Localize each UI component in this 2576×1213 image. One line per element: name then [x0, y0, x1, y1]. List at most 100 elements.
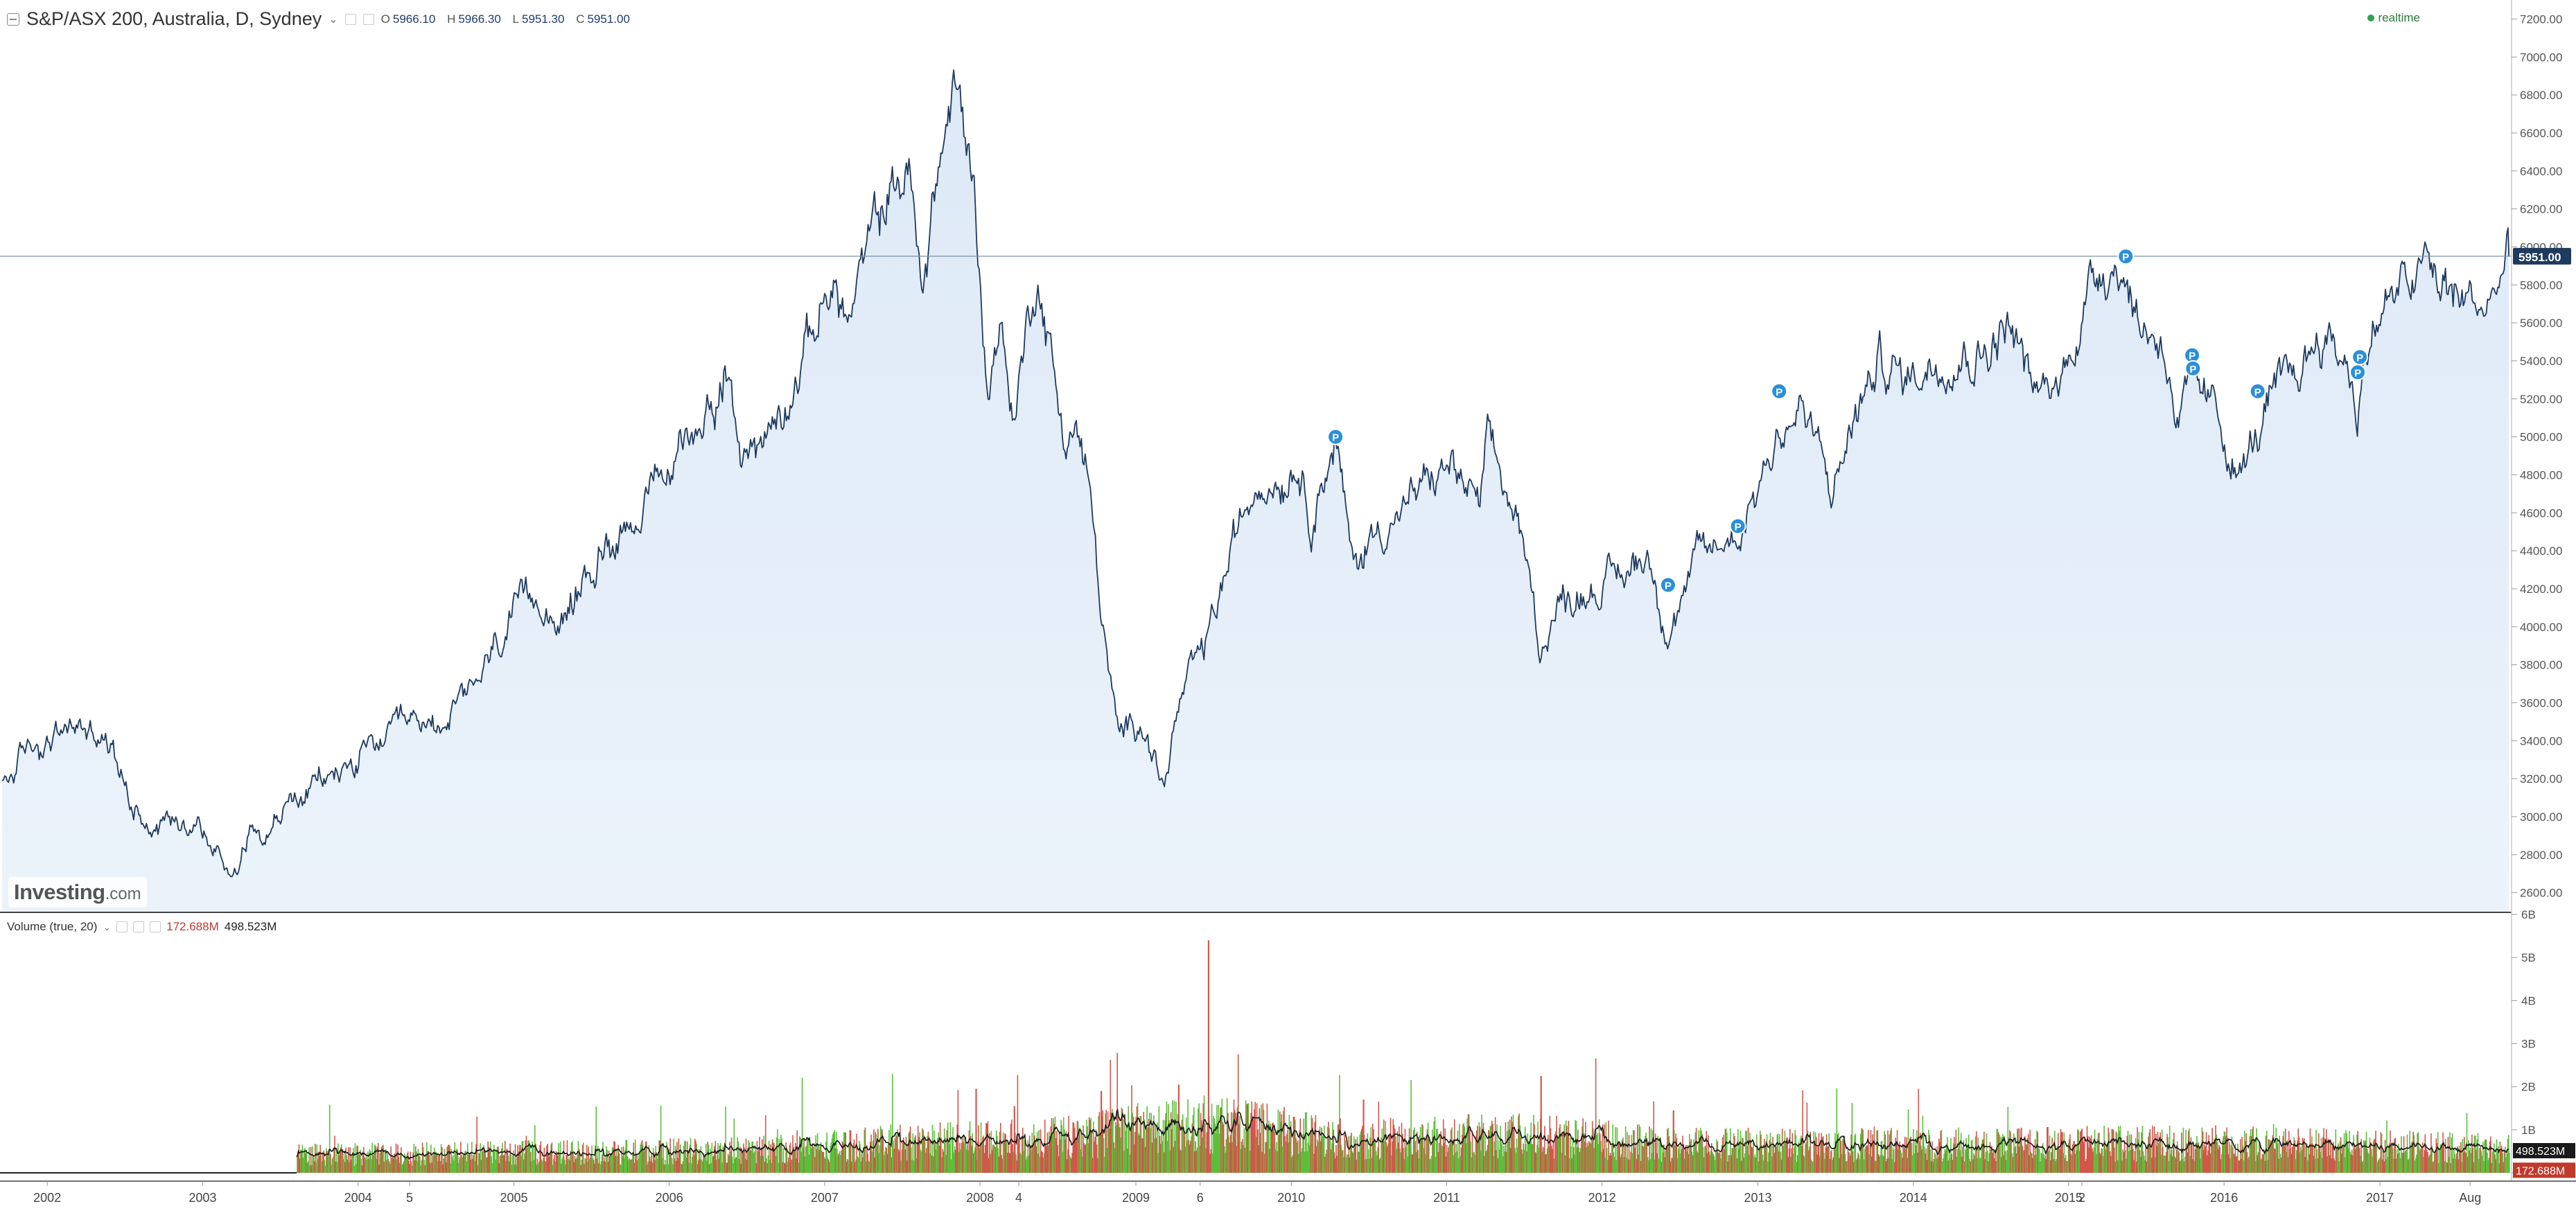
- volume-bar: [1110, 1059, 1112, 1173]
- volume-bar: [961, 1142, 963, 1173]
- event-marker[interactable]: P: [1659, 576, 1676, 594]
- volume-bar: [725, 1106, 726, 1173]
- volume-bar: [2036, 1130, 2038, 1173]
- volume-bar: [971, 1146, 972, 1173]
- volume-bar: [860, 1161, 862, 1173]
- volume-bar: [2218, 1144, 2220, 1173]
- volume-bar: [394, 1153, 396, 1173]
- volume-bar: [1232, 1113, 1234, 1173]
- event-marker-label: P: [2122, 251, 2129, 263]
- volume-bar: [408, 1160, 410, 1173]
- volume-bar: [1143, 1111, 1145, 1173]
- volume-bar: [2297, 1128, 2299, 1173]
- volume-bar: [1552, 1149, 1553, 1173]
- volume-bar: [2168, 1160, 2170, 1173]
- volume-bar: [1522, 1153, 1523, 1173]
- volume-bar: [506, 1148, 508, 1173]
- volume-bar: [620, 1165, 622, 1173]
- volume-bar: [1759, 1131, 1761, 1173]
- symbol-title[interactable]: S&P/ASX 200, Australia, D, Sydney: [26, 8, 322, 29]
- volume-bar: [1271, 1123, 1273, 1173]
- volume-bar: [572, 1141, 573, 1173]
- volume-bar: [1003, 1139, 1005, 1173]
- volume-bar: [2455, 1153, 2457, 1173]
- volume-bar: [794, 1151, 796, 1173]
- volume-bar: [651, 1162, 654, 1173]
- volume-bar: [714, 1146, 715, 1173]
- volume-bar: [472, 1158, 473, 1173]
- volume-bar: [736, 1157, 737, 1173]
- event-marker[interactable]: P: [2349, 364, 2367, 381]
- volume-bar: [1947, 1137, 1948, 1173]
- event-marker[interactable]: P: [2184, 360, 2202, 377]
- volume-bar: [2317, 1133, 2320, 1173]
- volume-bar: [1855, 1133, 1857, 1173]
- volume-bar: [1828, 1146, 1829, 1173]
- volume-bar: [723, 1149, 725, 1173]
- collapse-legend-button[interactable]: [7, 12, 19, 26]
- price-axis-label: 3400.00: [2520, 734, 2562, 747]
- volume-bar: [627, 1156, 629, 1173]
- volume-settings-icon[interactable]: [133, 921, 145, 932]
- volume-bar: [1113, 1142, 1115, 1173]
- volume-bar: [1467, 1114, 1469, 1173]
- event-marker[interactable]: P: [2351, 348, 2369, 366]
- volume-menu-chevron-icon[interactable]: ⌄: [103, 921, 112, 932]
- volume-bar: [405, 1156, 406, 1173]
- volume-bar: [834, 1148, 836, 1173]
- volume-bar: [2304, 1138, 2305, 1173]
- volume-bar: [1853, 1162, 1855, 1173]
- volume-bar: [1430, 1158, 1432, 1173]
- volume-bar: [582, 1142, 584, 1173]
- volume-bar: [1959, 1150, 1961, 1173]
- volume-bar: [804, 1156, 806, 1173]
- volume-bar: [951, 1137, 953, 1173]
- volume-bar: [864, 1127, 866, 1173]
- volume-bar: [2037, 1131, 2039, 1173]
- volume-bar: [1883, 1156, 1884, 1173]
- volume-eye-icon[interactable]: [116, 921, 128, 932]
- volume-bar: [1507, 1131, 1508, 1173]
- event-marker[interactable]: P: [1327, 428, 1344, 445]
- volume-bar: [1478, 1141, 1479, 1173]
- event-marker[interactable]: P: [1771, 382, 1788, 400]
- event-marker[interactable]: P: [2249, 382, 2266, 400]
- ohlc-values: O 5966.10 H 5966.30 L 5951.30 C 5951.00: [381, 12, 638, 26]
- volume-bar: [653, 1152, 655, 1173]
- symbol-menu-chevron-icon[interactable]: ⌄: [328, 13, 338, 26]
- volume-bar: [2117, 1160, 2119, 1173]
- volume-bar: [345, 1147, 347, 1173]
- volume-bar: [2103, 1156, 2104, 1173]
- volume-bar: [2502, 1153, 2503, 1173]
- volume-bar: [1825, 1146, 1827, 1173]
- volume-bar: [1597, 1144, 1600, 1173]
- volume-bar: [875, 1133, 877, 1173]
- volume-bar: [1450, 1129, 1452, 1173]
- eye-icon[interactable]: [344, 13, 356, 25]
- volume-bar: [680, 1144, 681, 1173]
- volume-bar: [444, 1155, 446, 1173]
- volume-close-icon[interactable]: [150, 921, 161, 932]
- volume-bar: [1861, 1128, 1862, 1173]
- volume-bar: [741, 1151, 743, 1173]
- event-marker[interactable]: P: [1729, 517, 1746, 535]
- event-marker[interactable]: P: [2117, 248, 2135, 265]
- volume-bar: [2304, 1157, 2306, 1173]
- volume-bar: [2435, 1138, 2437, 1173]
- volume-bar: [871, 1151, 873, 1173]
- price-line[interactable]: [1, 69, 2510, 878]
- volume-bar: [1574, 1154, 1575, 1173]
- investing-logo[interactable]: Investing.com: [8, 877, 147, 907]
- volume-bar: [710, 1162, 712, 1173]
- volume-bar: [1785, 1142, 1787, 1173]
- volume-bar: [2141, 1132, 2142, 1173]
- settings-icon[interactable]: [362, 13, 374, 25]
- volume-bar: [1945, 1150, 1947, 1173]
- volume-title[interactable]: Volume (true, 20): [7, 920, 98, 933]
- volume-bar: [1858, 1154, 1860, 1173]
- volume-bar: [1840, 1141, 1842, 1173]
- volume-bar: [2310, 1143, 2312, 1173]
- volume-bar: [2345, 1157, 2346, 1173]
- volume-bar: [949, 1144, 950, 1173]
